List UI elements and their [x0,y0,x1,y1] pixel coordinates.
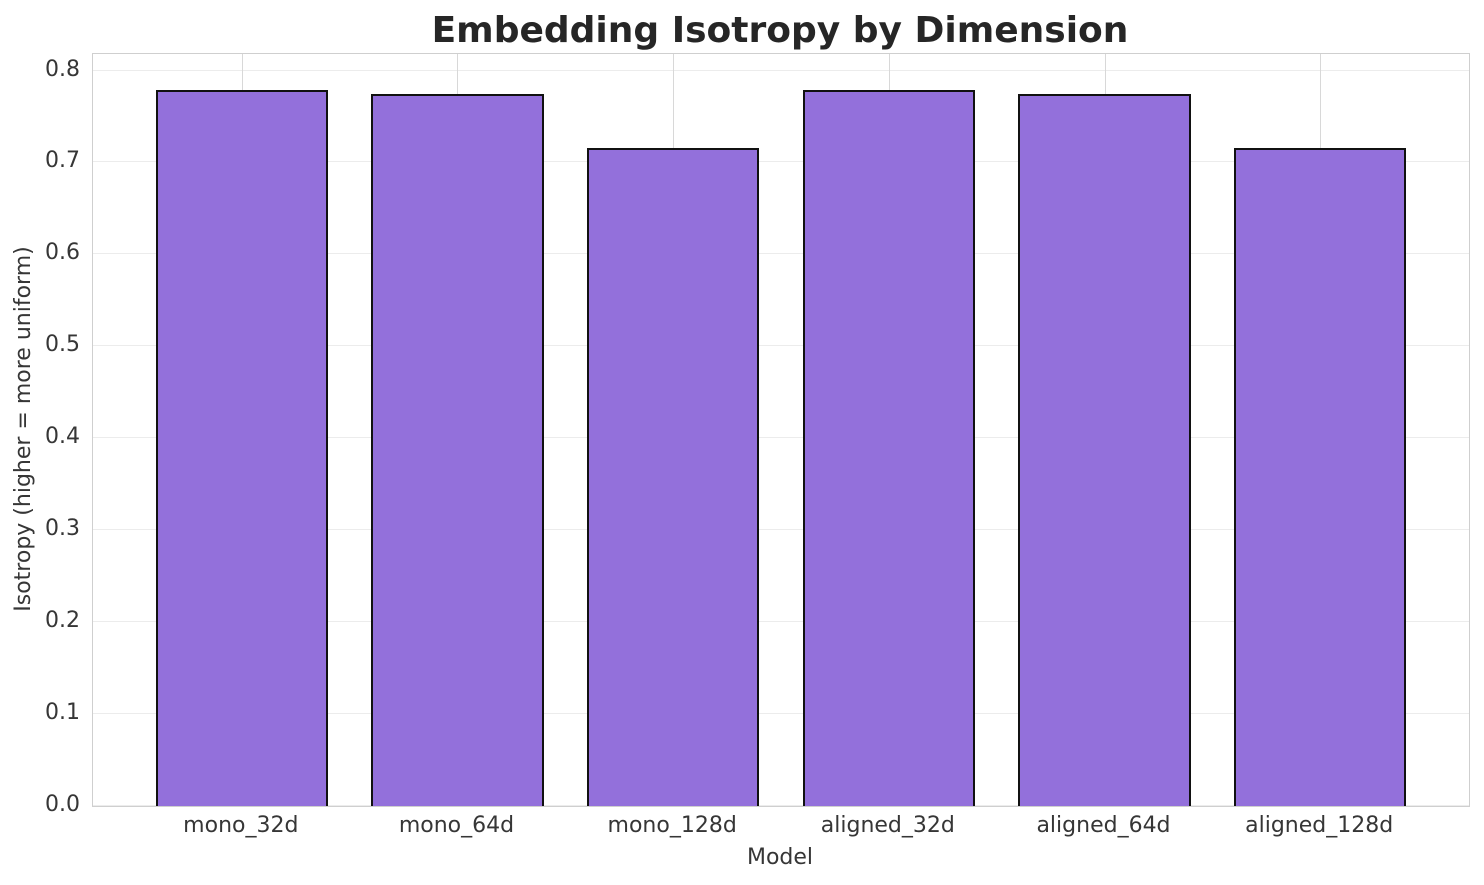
gridline-horizontal [93,805,1469,806]
y-tick-label: 0.4 [45,424,80,450]
bar-mono_128d [586,147,760,806]
y-tick-label: 0.7 [45,148,80,174]
gridline-horizontal [93,437,1469,439]
x-tick-label: aligned_32d [820,813,955,838]
x-tick-label: aligned_64d [1036,813,1171,838]
x-axis-label: Model [746,845,814,870]
bar-mono_64d [371,93,544,806]
bar-mono_32d [155,89,329,806]
gridline-horizontal [93,713,1469,715]
x-tick-label: mono_128d [607,813,737,838]
gridline-horizontal [93,529,1469,531]
x-tick-label: aligned_128d [1245,813,1394,838]
bar-aligned_128d [1233,147,1407,806]
y-tick-label: 0.2 [45,608,80,634]
gridline-horizontal [93,69,1469,71]
y-tick-label: 0.3 [45,516,80,542]
y-tick-label: 0.6 [45,240,80,266]
y-tick-label: 0.0 [45,792,80,817]
bar-aligned_32d [802,89,976,806]
plot-area [92,53,1470,807]
x-tick-label: mono_32d [183,813,299,838]
bar-aligned_64d [1018,93,1191,806]
y-tick-label: 0.1 [45,700,80,726]
y-tick-label: 0.8 [45,56,80,82]
gridline-horizontal [93,253,1469,255]
gridline-horizontal [93,161,1469,163]
y-tick-label: 0.5 [45,332,80,358]
chart-title: Embedding Isotropy by Dimension [431,10,1129,51]
x-tick-label: mono_64d [398,813,515,838]
gridline-horizontal [93,621,1469,623]
gridline-horizontal [93,345,1469,347]
